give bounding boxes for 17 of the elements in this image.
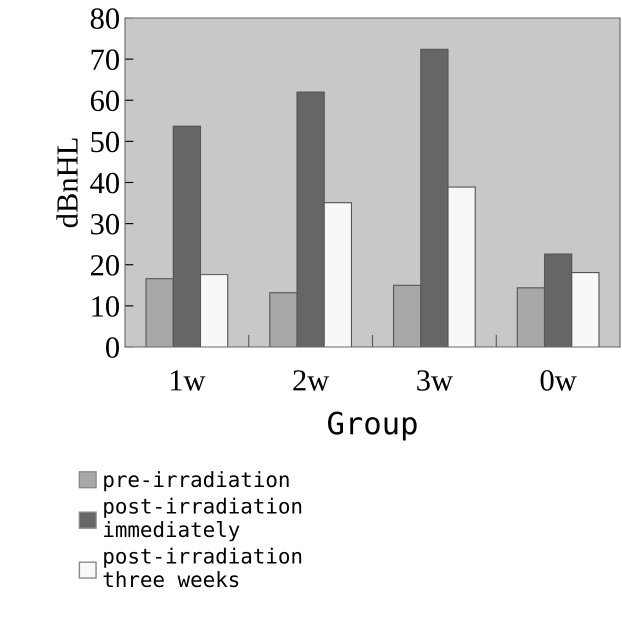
x-tick-label: 0w: [540, 370, 577, 391]
x-tick-label: 1w: [170, 370, 206, 391]
y-tick-label: 80: [90, 8, 119, 29]
x-tick-label: 2w: [293, 370, 330, 391]
legend-label: pre-irradiation: [104, 471, 289, 492]
y-axis-title: dBnHL: [56, 138, 78, 228]
y-tick-label: 40: [90, 172, 119, 194]
y-tick-label: 10: [92, 296, 119, 317]
y-tick-label: 30: [91, 214, 119, 235]
y-tick-label: 70: [92, 49, 119, 70]
legend-label: post-irradiation three weeks: [104, 548, 302, 588]
y-tick-label: 20: [90, 255, 119, 276]
x-axis-title: Group: [328, 412, 417, 441]
x-tick-label: 3w: [417, 370, 453, 391]
y-tick-label: 60: [90, 90, 119, 112]
y-tick-label: 50: [91, 132, 119, 152]
y-tick-label: 0: [106, 337, 119, 358]
